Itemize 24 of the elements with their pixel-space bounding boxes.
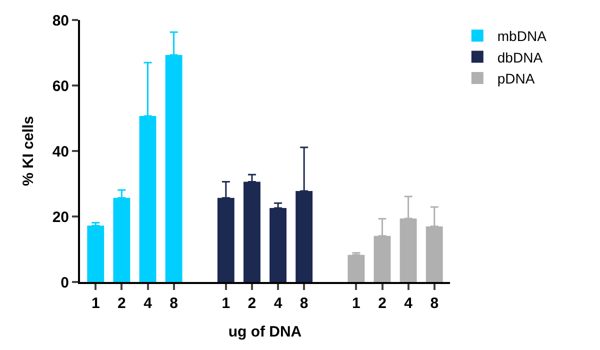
y-tick-label: 20 <box>52 208 69 226</box>
bar <box>87 226 104 282</box>
x-tick-label: 4 <box>274 295 283 312</box>
x-tick-label: 1 <box>352 295 360 312</box>
legend-label: dbDNA <box>497 49 544 66</box>
x-tick-label: 2 <box>378 295 386 312</box>
x-tick-label: 2 <box>248 295 256 312</box>
legend-label: pDNA <box>497 70 536 86</box>
x-tick-label: 2 <box>118 295 126 312</box>
x-tick-label: 1 <box>91 295 100 312</box>
x-tick-label: 4 <box>144 295 153 312</box>
y-axis-title: % KI cells <box>20 116 38 186</box>
y-tick-label: 0 <box>60 274 69 292</box>
bar <box>348 254 365 282</box>
x-tick-label: 8 <box>430 295 439 312</box>
x-axis-title: ug of DNA <box>228 324 302 340</box>
legend-label: mbDNA <box>497 28 548 44</box>
x-tick-label: 8 <box>170 295 178 312</box>
y-tick-label: 80 <box>52 12 69 30</box>
x-tick-label: 8 <box>300 295 308 312</box>
y-tick-label: 60 <box>52 78 69 95</box>
x-tick-label: 4 <box>404 295 414 312</box>
y-tick-label: 40 <box>52 143 69 160</box>
x-tick-label: 1 <box>222 295 230 312</box>
